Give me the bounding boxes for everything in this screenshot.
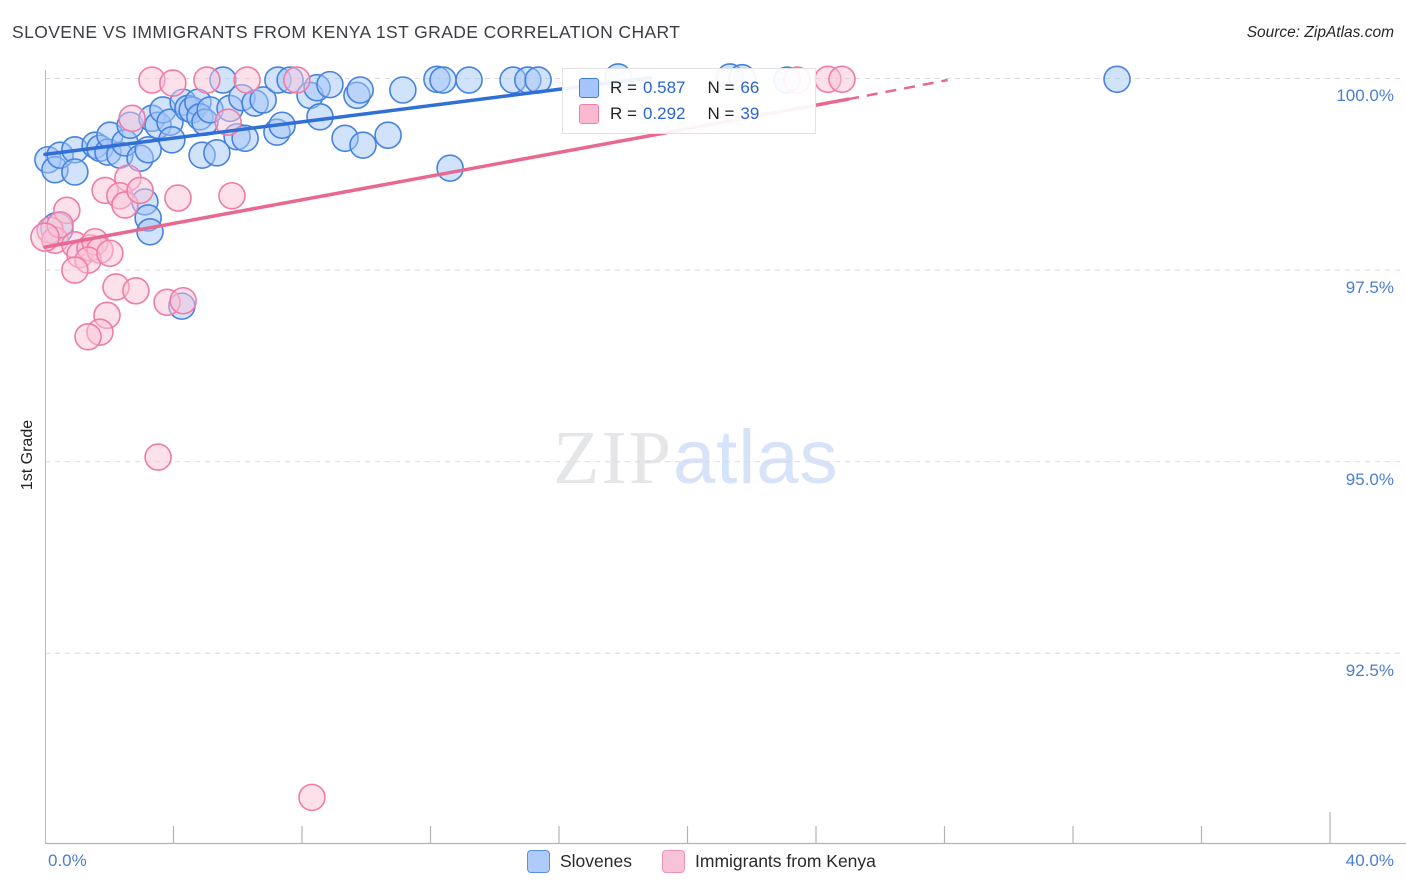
zipatlas-watermark: ZIPatlas: [553, 420, 839, 497]
point-slovenes: [249, 86, 277, 114]
x-tick-label-min: 0.0%: [48, 851, 87, 870]
point-kenya: [159, 69, 187, 97]
point-slovenes: [349, 131, 377, 159]
r-label: R =: [610, 78, 637, 98]
stats-legend-box: R = 0.587 N = 66 R = 0.292 N = 39: [562, 68, 816, 134]
n-value: 66: [740, 78, 760, 98]
point-slovenes: [436, 154, 464, 182]
trend-line-slovenes: [43, 75, 653, 157]
y-axis-title: 1st Grade: [19, 419, 36, 491]
point-kenya: [298, 783, 326, 812]
point-kenya: [193, 66, 221, 94]
point-kenya: [144, 443, 172, 471]
slovenes-legend-label: Slovenes: [560, 851, 632, 871]
point-kenya: [169, 286, 197, 315]
legend-item-kenya: Immigrants from Kenya: [662, 850, 876, 873]
r-label: R =: [610, 103, 637, 123]
slovenes-swatch-icon: [579, 78, 599, 99]
point-kenya: [61, 256, 89, 284]
series-legend: Slovenes Immigrants from Kenya: [527, 850, 876, 873]
y-tick-label-95: 95.0%: [1345, 470, 1394, 489]
source-label: Source: ZipAtlas.com: [1246, 24, 1394, 41]
point-kenya: [283, 66, 311, 94]
n-label: N =: [707, 103, 735, 123]
point-slovenes: [346, 76, 374, 104]
point-slovenes: [389, 76, 417, 104]
trend-line-extension-kenya: [847, 78, 948, 101]
stats-row-slovenes: R = 0.587 N = 66: [579, 78, 815, 99]
n-value: 39: [740, 103, 760, 123]
watermark-atlas: atlas: [673, 415, 839, 500]
point-kenya: [118, 104, 146, 133]
point-slovenes: [136, 217, 164, 246]
slovenes-legend-swatch-icon: [527, 850, 550, 873]
kenya-legend-label: Immigrants from Kenya: [695, 851, 876, 871]
r-value: 0.292: [642, 103, 686, 123]
point-kenya: [218, 181, 246, 210]
point-kenya: [164, 184, 192, 212]
point-slovenes: [1103, 65, 1131, 94]
x-tick-label-max: 40.0%: [1345, 851, 1394, 870]
point-slovenes: [374, 121, 402, 150]
r-value: 0.587: [642, 78, 686, 98]
point-slovenes: [231, 124, 259, 153]
kenya-swatch-icon: [579, 103, 599, 124]
legend-item-slovenes: Slovenes: [527, 850, 632, 873]
watermark-zip: ZIP: [553, 416, 673, 500]
point-slovenes: [455, 66, 483, 94]
kenya-legend-swatch-icon: [662, 850, 685, 873]
point-kenya: [828, 65, 856, 94]
point-slovenes: [429, 66, 457, 94]
y-tick-label-92-5: 92.5%: [1345, 661, 1394, 680]
y-tick-label-97-5: 97.5%: [1345, 278, 1394, 297]
stats-row-kenya: R = 0.292 N = 39: [579, 103, 815, 124]
point-kenya: [126, 176, 154, 205]
point-slovenes: [203, 139, 231, 167]
point-kenya: [96, 239, 124, 268]
point-kenya: [74, 322, 102, 351]
point-kenya: [233, 66, 261, 94]
point-slovenes: [316, 70, 344, 99]
y-tick-label-100: 100.0%: [1336, 86, 1394, 105]
n-label: N =: [707, 78, 735, 98]
point-slovenes: [61, 158, 89, 186]
point-kenya: [122, 276, 150, 305]
chart-title: SLOVENE VS IMMIGRANTS FROM KENYA 1ST GRA…: [12, 22, 681, 42]
